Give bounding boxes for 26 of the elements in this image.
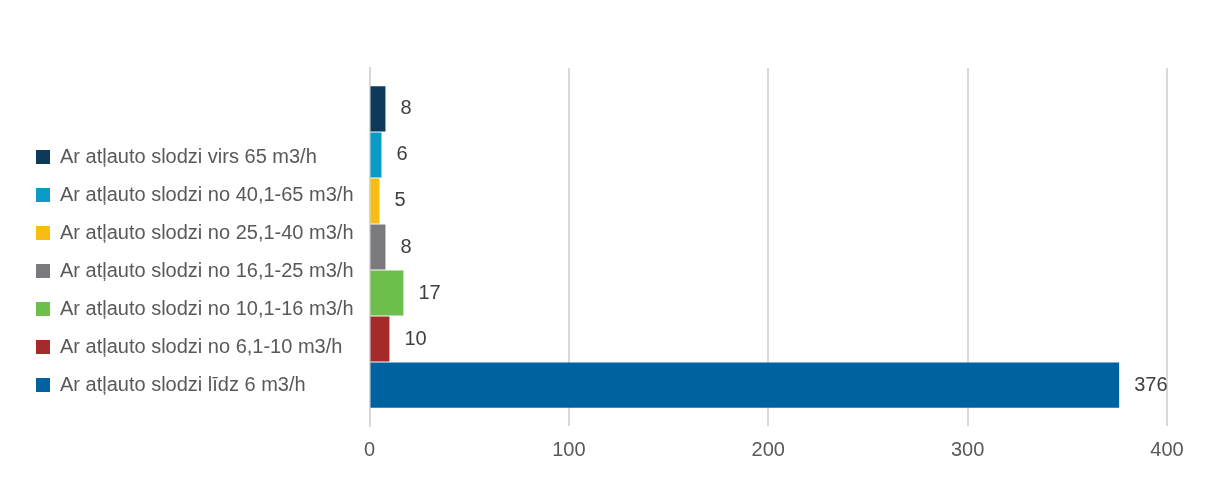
bar bbox=[370, 362, 1120, 408]
bar bbox=[370, 224, 386, 270]
data-label: 17 bbox=[418, 280, 441, 303]
legend-label: Ar atļauto slodzi no 6,1-10 m3/h bbox=[60, 334, 343, 357]
x-tick-label: 400 bbox=[1150, 437, 1184, 460]
bar bbox=[370, 132, 382, 178]
legend-label: Ar atļauto slodzi no 16,1-25 m3/h bbox=[60, 258, 354, 281]
data-label: 8 bbox=[400, 234, 412, 257]
x-tick-label: 0 bbox=[363, 437, 376, 460]
x-tick-label: 300 bbox=[950, 437, 985, 460]
data-label: 5 bbox=[394, 188, 406, 211]
bar bbox=[370, 316, 390, 362]
legend-label: Ar atļauto slodzi no 40,1-65 m3/h bbox=[60, 182, 354, 205]
bar bbox=[370, 270, 404, 316]
legend-label: Ar atļauto slodzi virs 65 m3/h bbox=[60, 144, 317, 167]
x-tick-label: 100 bbox=[552, 437, 586, 460]
legend-label: Ar atļauto slodzi no 10,1-16 m3/h bbox=[60, 296, 354, 319]
bar bbox=[370, 178, 380, 224]
bar bbox=[370, 86, 386, 132]
legend-label: Ar atļauto slodzi līdz 6 m3/h bbox=[60, 372, 306, 395]
legend-label: Ar atļauto slodzi no 25,1-40 m3/h bbox=[60, 220, 354, 243]
data-label: 8 bbox=[400, 96, 412, 119]
data-label: 10 bbox=[404, 326, 427, 349]
data-label: 6 bbox=[396, 142, 408, 165]
x-tick-label: 200 bbox=[751, 437, 785, 460]
data-label: 376 bbox=[1134, 372, 1168, 395]
